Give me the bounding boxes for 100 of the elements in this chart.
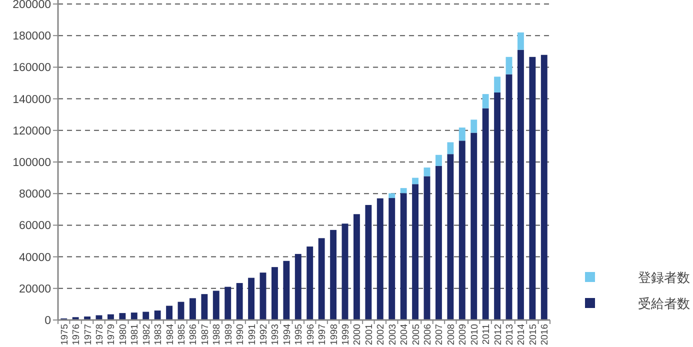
bar xyxy=(119,313,126,320)
y-tick-label: 100000 xyxy=(12,157,51,169)
x-tick-label: 1977 xyxy=(82,324,94,346)
bar xyxy=(388,198,396,320)
bar xyxy=(178,302,184,320)
bar xyxy=(458,140,466,320)
x-tick-label: 1989 xyxy=(223,324,234,346)
x-tick-label: 1998 xyxy=(328,324,340,346)
x-tick-label: 2016 xyxy=(540,324,551,346)
x-tick-label: 2008 xyxy=(446,324,457,346)
bar xyxy=(271,267,278,320)
x-tick-label: 1992 xyxy=(258,324,270,346)
bar xyxy=(435,154,442,166)
bar xyxy=(248,278,255,320)
x-tick-label: 1994 xyxy=(282,324,293,346)
bar xyxy=(260,272,266,320)
bar xyxy=(154,310,161,320)
bar xyxy=(212,290,220,320)
bar xyxy=(529,56,536,320)
bar xyxy=(494,76,501,92)
bar xyxy=(482,108,489,320)
bar xyxy=(400,193,407,320)
y-tick-label: 20000 xyxy=(19,283,51,296)
bar xyxy=(353,214,360,320)
y-tick-label: 0 xyxy=(44,315,51,327)
x-tick-label: 1975 xyxy=(59,324,70,346)
bar xyxy=(470,120,478,133)
x-tick-label: 1981 xyxy=(130,324,141,346)
x-tick-label: 1982 xyxy=(141,324,152,346)
bar xyxy=(540,54,548,320)
x-tick-label: 1996 xyxy=(305,324,316,346)
x-tick-label: 1999 xyxy=(340,324,352,346)
bar xyxy=(376,198,384,320)
x-tick-label: 1986 xyxy=(188,324,200,346)
bar xyxy=(482,94,489,108)
x-tick-label: 2000 xyxy=(352,324,364,346)
bar xyxy=(435,166,442,320)
bar xyxy=(294,254,302,320)
bar xyxy=(412,184,419,320)
bar xyxy=(330,230,337,320)
bar xyxy=(224,286,232,320)
x-tick-label: 1976 xyxy=(71,324,82,346)
x-tick-label: 1987 xyxy=(200,324,211,346)
y-tick-label: 140000 xyxy=(12,94,51,106)
x-tick-label: 1997 xyxy=(317,324,328,346)
x-tick-label: 2005 xyxy=(410,324,422,346)
x-tick-label: 1983 xyxy=(153,324,164,346)
bar xyxy=(189,298,196,320)
x-tick-label: 2015 xyxy=(528,324,539,346)
bar xyxy=(412,178,419,184)
x-tick-label: 2001 xyxy=(364,324,375,346)
y-tick-label: 160000 xyxy=(12,62,51,74)
x-tick-label: 1988 xyxy=(212,324,223,346)
x-tick-label: 2002 xyxy=(376,324,387,346)
bar xyxy=(470,132,478,320)
x-tick-label: 2011 xyxy=(481,324,492,344)
bar xyxy=(283,260,290,320)
bar xyxy=(130,312,138,320)
x-tick-label: 1990 xyxy=(235,324,246,346)
bar xyxy=(388,193,396,198)
bar xyxy=(142,312,150,320)
y-tick-label: 80000 xyxy=(19,188,51,201)
y-tick-label: 60000 xyxy=(19,220,51,232)
x-tick-label: 2007 xyxy=(434,324,446,346)
y-tick-label: 40000 xyxy=(19,252,51,264)
x-tick-label: 2009 xyxy=(458,324,469,346)
bar xyxy=(447,142,454,154)
x-tick-label: 2014 xyxy=(516,324,528,346)
bar xyxy=(494,92,501,320)
bar xyxy=(318,238,325,320)
y-tick-label: 120000 xyxy=(12,125,51,138)
x-tick-label: 1984 xyxy=(164,324,176,346)
x-tick-label: 1979 xyxy=(106,324,118,346)
x-tick-label: 2006 xyxy=(422,324,434,346)
x-tick-label: 1995 xyxy=(294,324,305,346)
bar xyxy=(306,246,314,320)
bar xyxy=(236,283,243,320)
bar xyxy=(201,294,208,320)
x-tick-label: 2012 xyxy=(492,324,504,346)
y-tick-label: 200000 xyxy=(12,0,51,11)
bar xyxy=(506,74,512,320)
x-tick-label: 1991 xyxy=(246,324,258,346)
bar xyxy=(517,32,524,50)
bar xyxy=(424,176,430,320)
bar xyxy=(342,224,348,320)
y-tick-label: 180000 xyxy=(12,30,51,43)
x-tick-label: 2004 xyxy=(399,324,410,346)
legend: 登録者数 受給者数 xyxy=(585,270,690,311)
x-tick-label: 2003 xyxy=(387,324,398,346)
bar xyxy=(517,50,524,320)
bar xyxy=(424,168,430,176)
x-tick-label: 2013 xyxy=(504,324,516,346)
bar xyxy=(447,154,454,320)
bar xyxy=(365,204,372,320)
x-tick-label: 1985 xyxy=(176,324,188,346)
bar xyxy=(458,128,466,141)
bar xyxy=(166,306,173,320)
bar xyxy=(400,188,407,194)
x-tick-label: 1980 xyxy=(118,324,129,346)
x-tick-label: 1993 xyxy=(270,324,282,346)
